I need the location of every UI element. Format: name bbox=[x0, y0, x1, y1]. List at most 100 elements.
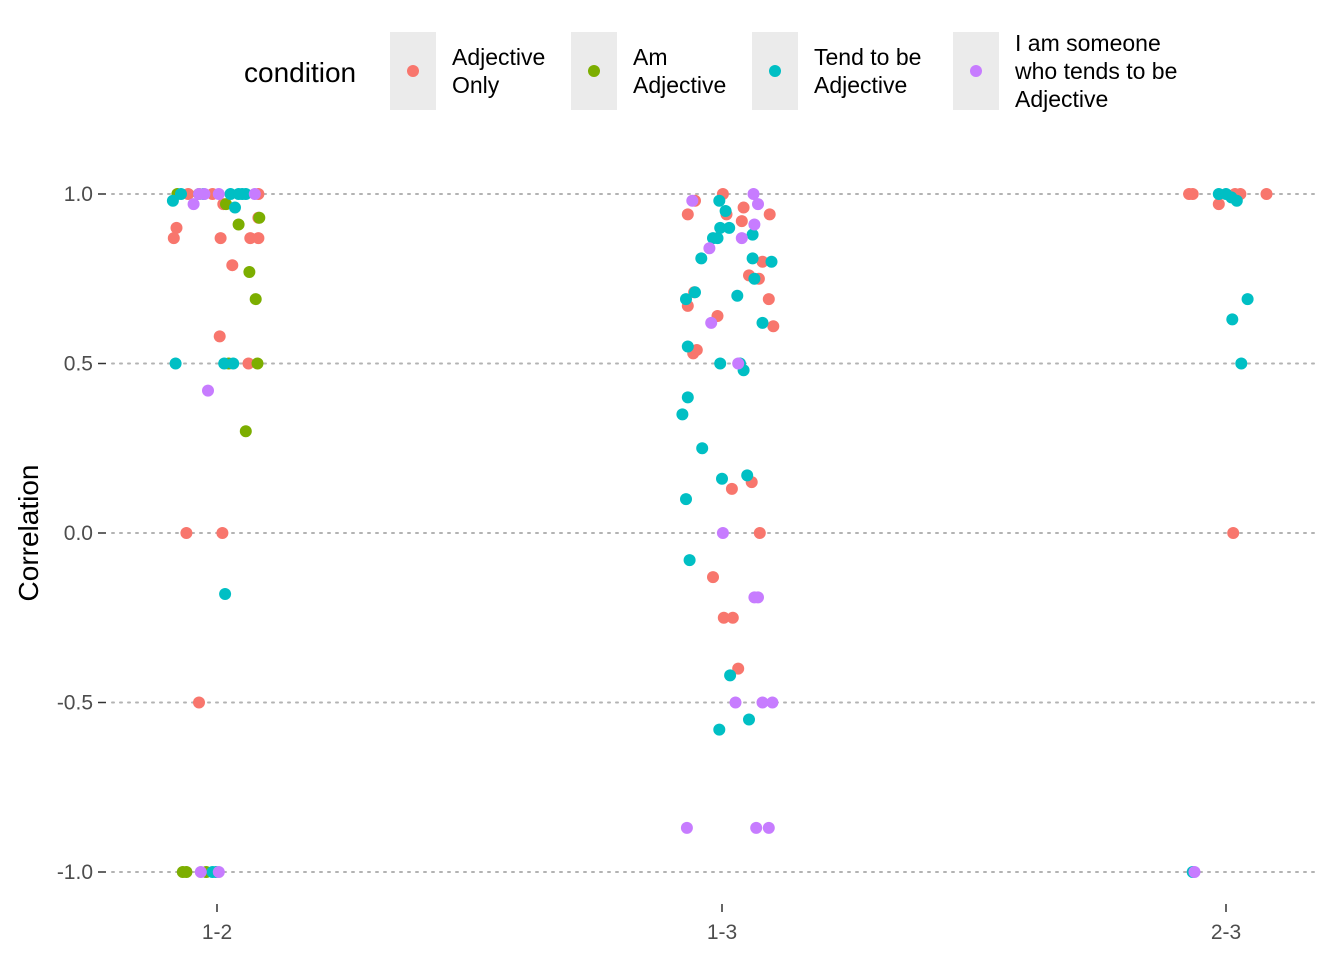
x-tick-label: 2-3 bbox=[1211, 921, 1241, 944]
x-tick-label: 1-2 bbox=[202, 921, 232, 944]
data-point-series-1 bbox=[252, 232, 265, 245]
data-point-series-4 bbox=[212, 866, 225, 878]
data-point-series-3 bbox=[229, 201, 241, 214]
data-point-series-3 bbox=[175, 188, 187, 200]
data-point-series-3 bbox=[716, 472, 728, 485]
data-point-series-3 bbox=[227, 357, 240, 370]
data-point-series-1 bbox=[726, 611, 739, 624]
data-point-series-3 bbox=[169, 357, 182, 370]
data-point-series-1 bbox=[1212, 198, 1225, 211]
data-point-series-3 bbox=[748, 272, 761, 285]
data-point-series-3 bbox=[680, 293, 692, 306]
data-point-series-3 bbox=[714, 357, 727, 370]
data-point-series-3 bbox=[724, 669, 737, 682]
data-point-series-3 bbox=[756, 316, 769, 329]
data-point-series-3 bbox=[743, 713, 755, 726]
data-point-series-3 bbox=[681, 340, 694, 353]
data-point-series-1 bbox=[707, 571, 719, 584]
data-point-series-1 bbox=[690, 343, 703, 356]
data-point-series-3 bbox=[219, 588, 232, 601]
data-point-series-3 bbox=[711, 232, 724, 245]
data-point-series-2 bbox=[253, 211, 266, 224]
legend-label: Adjective bbox=[633, 72, 726, 98]
data-point-series-4 bbox=[686, 194, 699, 207]
data-point-series-1 bbox=[242, 357, 255, 370]
x-axis: 1-2 1-3 2-3 bbox=[202, 904, 1241, 944]
data-point-series-1 bbox=[213, 330, 226, 343]
data-point-series-3 bbox=[1235, 357, 1248, 370]
data-point-series-3 bbox=[683, 554, 696, 567]
data-point-series-3 bbox=[218, 357, 231, 370]
data-point-series-4 bbox=[747, 188, 760, 200]
legend-label: Adjective bbox=[452, 44, 545, 70]
data-point-series-3 bbox=[713, 194, 726, 207]
data-point-series-4 bbox=[705, 316, 718, 329]
data-point-series-1 bbox=[763, 208, 776, 221]
data-point-series-2 bbox=[249, 293, 262, 306]
data-point-series-3 bbox=[676, 408, 689, 421]
data-point-series-4 bbox=[750, 821, 763, 834]
legend-label: Adjective bbox=[1015, 86, 1108, 112]
data-point-series-4 bbox=[732, 357, 745, 370]
y-axis-title: Correlation bbox=[13, 465, 44, 602]
data-point-series-4 bbox=[766, 696, 779, 709]
data-point-series-4 bbox=[1188, 866, 1201, 878]
data-point-series-1 bbox=[193, 696, 205, 709]
data-point-series-4 bbox=[752, 198, 764, 211]
data-point-series-3 bbox=[713, 723, 726, 736]
data-point-series-1 bbox=[762, 293, 775, 306]
data-point-series-3 bbox=[746, 228, 759, 241]
data-point-series-4 bbox=[748, 218, 761, 231]
data-point-series-3 bbox=[239, 188, 252, 200]
data-point-series-1 bbox=[735, 215, 748, 228]
legend-label: I am someone bbox=[1015, 30, 1161, 56]
data-point-series-3 bbox=[719, 204, 732, 217]
legend-key-dot bbox=[407, 65, 419, 77]
data-point-series-3 bbox=[1226, 313, 1239, 326]
data-point-series-2 bbox=[176, 866, 189, 878]
grid-lines bbox=[111, 193, 1319, 873]
data-point-series-3 bbox=[723, 221, 736, 234]
data-point-series-1 bbox=[170, 221, 183, 234]
data-point-series-3 bbox=[695, 252, 708, 265]
legend-key-dot bbox=[769, 65, 781, 77]
data-point-series-4 bbox=[680, 821, 693, 834]
data-point-series-3 bbox=[741, 469, 754, 482]
data-point-series-4 bbox=[762, 821, 775, 834]
legend-title: condition bbox=[244, 57, 356, 88]
y-axis: -1.0 -0.5 0.0 0.5 1.0 bbox=[57, 183, 106, 884]
data-point-series-2 bbox=[243, 265, 256, 278]
data-point-series-3 bbox=[765, 255, 778, 268]
legend-label: Tend to be bbox=[814, 44, 921, 70]
data-point-series-1 bbox=[1186, 188, 1199, 200]
data-point-series-1 bbox=[1260, 188, 1273, 200]
y-tick-label: 0.0 bbox=[64, 522, 93, 545]
data-point-series-4 bbox=[212, 188, 225, 200]
data-point-series-4 bbox=[752, 591, 764, 604]
data-point-series-1 bbox=[725, 482, 738, 495]
data-point-series-1 bbox=[732, 662, 745, 675]
legend-label: Adjective bbox=[814, 72, 907, 98]
data-point-series-1 bbox=[1227, 527, 1240, 539]
data-point-series-1 bbox=[717, 611, 730, 624]
data-point-series-4 bbox=[187, 198, 200, 211]
legend-key-dot bbox=[970, 65, 982, 77]
data-point-series-4 bbox=[756, 696, 769, 709]
data-point-series-3 bbox=[731, 289, 744, 302]
data-point-series-2 bbox=[251, 357, 264, 370]
legend-key-dot bbox=[588, 65, 600, 77]
data-point-series-2 bbox=[232, 218, 245, 231]
data-point-series-3 bbox=[166, 194, 179, 207]
legend-label: who tends to be bbox=[1014, 58, 1177, 84]
data-point-series-2 bbox=[220, 198, 232, 211]
data-point-series-3 bbox=[1241, 293, 1254, 306]
data-point-series-4 bbox=[202, 384, 214, 397]
data-point-series-1 bbox=[180, 527, 193, 539]
data-point-series-2 bbox=[239, 425, 252, 438]
data-point-series-4 bbox=[729, 696, 742, 709]
